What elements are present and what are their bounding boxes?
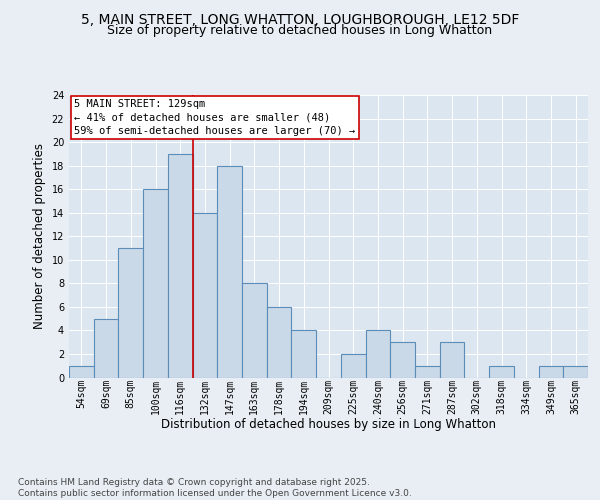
Text: 5 MAIN STREET: 129sqm
← 41% of detached houses are smaller (48)
59% of semi-deta: 5 MAIN STREET: 129sqm ← 41% of detached … [74,99,355,136]
X-axis label: Distribution of detached houses by size in Long Whatton: Distribution of detached houses by size … [161,418,496,432]
Bar [193,212,217,378]
Bar [341,354,365,378]
Bar [217,166,242,378]
Bar [489,366,514,378]
Text: Size of property relative to detached houses in Long Whatton: Size of property relative to detached ho… [107,24,493,37]
Bar [69,366,94,378]
Bar [267,307,292,378]
Bar [365,330,390,378]
Bar [118,248,143,378]
Bar [292,330,316,378]
Bar [415,366,440,378]
Bar [143,189,168,378]
Bar [168,154,193,378]
Bar [539,366,563,378]
Bar [94,318,118,378]
Text: Contains HM Land Registry data © Crown copyright and database right 2025.
Contai: Contains HM Land Registry data © Crown c… [18,478,412,498]
Text: 5, MAIN STREET, LONG WHATTON, LOUGHBOROUGH, LE12 5DF: 5, MAIN STREET, LONG WHATTON, LOUGHBOROU… [81,12,519,26]
Bar [242,284,267,378]
Y-axis label: Number of detached properties: Number of detached properties [33,143,46,329]
Bar [563,366,588,378]
Bar [390,342,415,378]
Bar [440,342,464,378]
